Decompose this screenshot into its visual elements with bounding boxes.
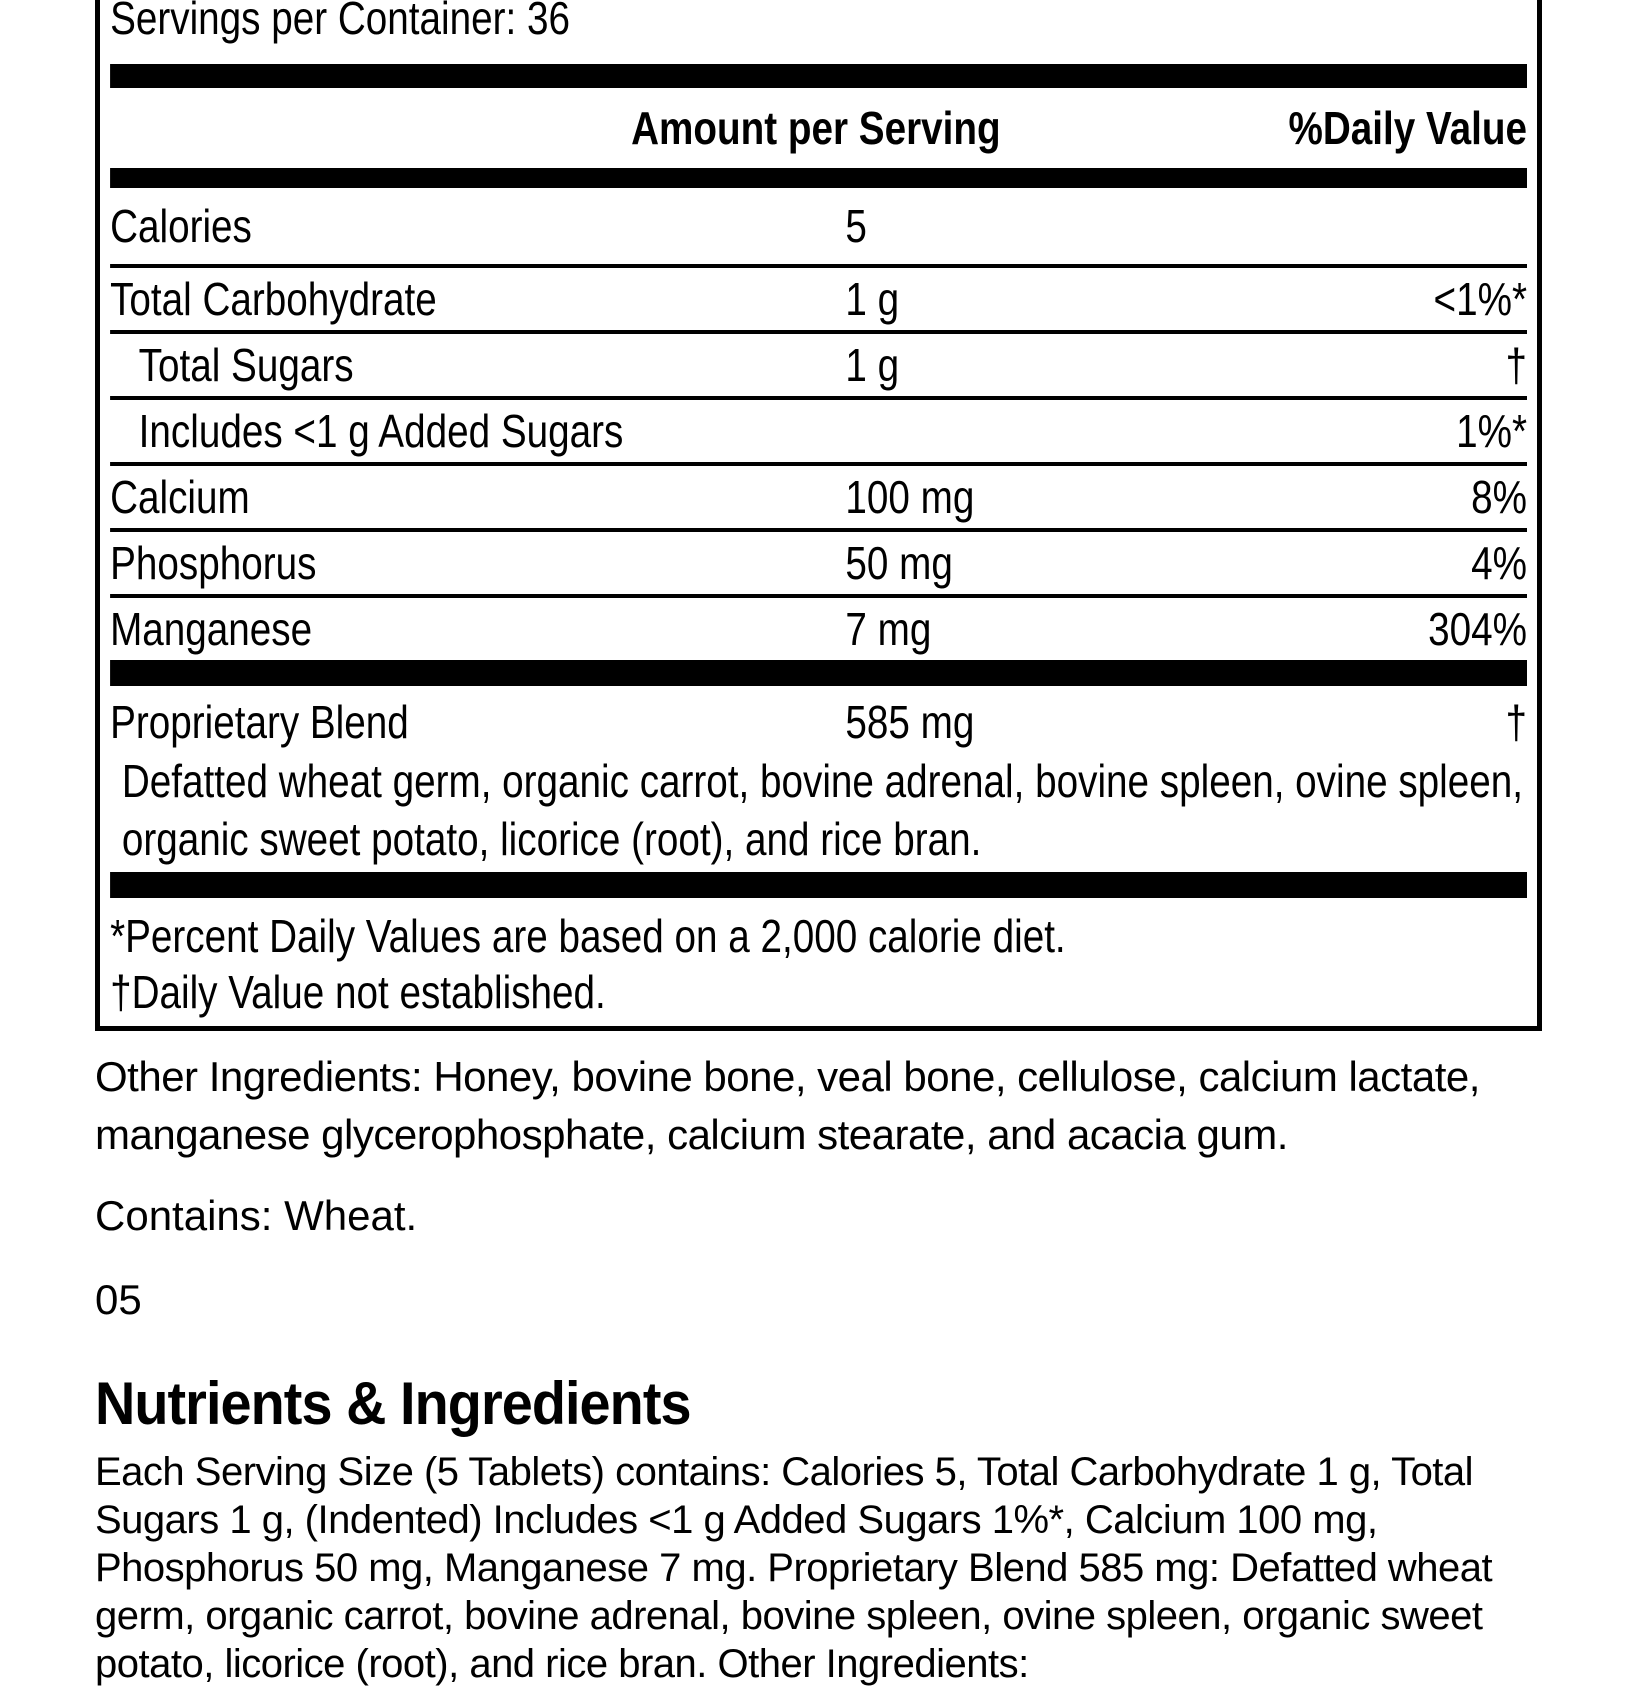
nutrient-name: Total Sugars — [138, 339, 354, 391]
nutrient-name: Manganese — [110, 603, 313, 655]
nutrient-daily-value: 4% — [1471, 537, 1527, 589]
column-header-daily-value: %Daily Value — [1288, 102, 1527, 154]
footnotes: *Percent Daily Values are based on a 2,0… — [110, 898, 1527, 1026]
nutrient-rows: Calories 5 Total Carbohydrate 1 g <1%* T… — [110, 188, 1527, 660]
table-header-row: Amount per Serving %Daily Value — [110, 88, 1527, 168]
column-header-amount: Amount per Serving — [631, 102, 1001, 154]
divider-bar-header — [110, 168, 1527, 188]
table-row: Total Carbohydrate 1 g <1%* — [110, 264, 1527, 330]
nutrient-daily-value: 8% — [1471, 471, 1527, 523]
blend-description: Defatted wheat germ, organic carrot, bov… — [121, 755, 1523, 865]
proprietary-blend-row: Proprietary Blend 585 mg † — [110, 686, 1527, 750]
nutrient-daily-value: † — [1505, 339, 1527, 391]
divider-bar-top — [110, 64, 1527, 88]
nutrient-name: Total Carbohydrate — [110, 273, 437, 325]
nutrient-amount: 5 — [845, 200, 867, 252]
divider-bar-blend — [110, 660, 1527, 686]
nutrition-facts-panel: Servings per Container: 36 Amount per Se… — [95, 0, 1542, 1031]
nutrient-amount: 1 g — [845, 273, 900, 325]
nutrient-daily-value: 1%* — [1456, 405, 1527, 457]
contains-statement: Contains: Wheat. — [95, 1192, 418, 1239]
nutrient-amount: 50 mg — [845, 537, 953, 589]
nutrient-amount: 100 mg — [845, 471, 975, 523]
table-row: Phosphorus 50 mg 4% — [110, 528, 1527, 594]
table-row: Total Sugars 1 g † — [110, 330, 1527, 396]
table-row: Calories 5 — [110, 188, 1527, 264]
section-heading: Nutrients & Ingredients — [95, 1370, 692, 1437]
proprietary-blend-name: Proprietary Blend — [110, 696, 409, 748]
divider-bar-footnotes — [110, 872, 1527, 898]
footnote-daily-value-not-established: †Daily Value not established. — [110, 966, 606, 1018]
nutrient-name: Includes <1 g Added Sugars — [138, 405, 624, 457]
nutrition-facts-content: Servings per Container: 36 Amount per Se… — [100, 0, 1537, 1026]
proprietary-blend-daily-value: † — [1505, 696, 1527, 748]
other-ingredients: Other Ingredients: Honey, bovine bone, v… — [95, 1053, 1480, 1158]
nutrient-name: Phosphorus — [110, 537, 317, 589]
label-text-sections: Other Ingredients: Honey, bovine bone, v… — [95, 1048, 1535, 1688]
page-number: 05 — [95, 1276, 142, 1323]
section-body: Each Serving Size (5 Tablets) contains: … — [95, 1450, 1493, 1686]
table-row: Includes <1 g Added Sugars 1%* — [110, 396, 1527, 462]
nutrient-daily-value: <1%* — [1433, 273, 1527, 325]
table-row: Manganese 7 mg 304% — [110, 594, 1527, 660]
nutrient-daily-value: 304% — [1428, 603, 1527, 655]
proprietary-blend-amount: 585 mg — [845, 696, 975, 748]
nutrient-amount: 7 mg — [845, 603, 932, 655]
footnote-percent-daily-value: *Percent Daily Values are based on a 2,0… — [110, 910, 1066, 962]
table-row: Calcium 100 mg 8% — [110, 462, 1527, 528]
servings-per-container: Servings per Container: 36 — [110, 0, 570, 44]
nutrient-name: Calories — [110, 200, 252, 252]
nutrient-amount: 1 g — [845, 339, 900, 391]
nutrient-name: Calcium — [110, 471, 250, 523]
